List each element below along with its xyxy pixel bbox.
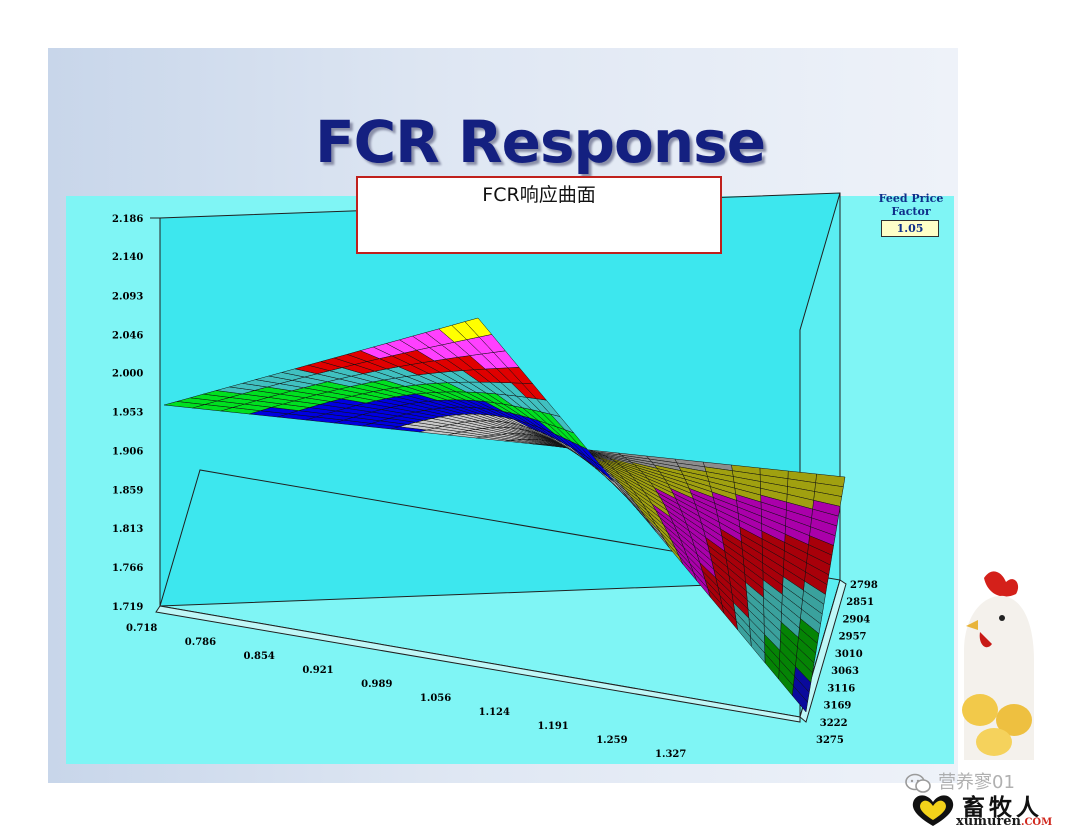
brand-url-host: xumuren xyxy=(956,814,1021,829)
x-tick-label: 1.259 xyxy=(596,735,627,746)
surface-mesh xyxy=(163,317,846,713)
y-tick-label: 3116 xyxy=(827,683,855,694)
surface-cell xyxy=(464,317,493,338)
feed-price-factor-label: Feed Price Factor xyxy=(878,192,944,218)
rooster-chicks-icon xyxy=(962,571,1034,760)
z-tick-label: 2.093 xyxy=(112,291,143,302)
brand-url-domain: .COM xyxy=(1020,817,1053,828)
z-tick-label: 1.766 xyxy=(112,563,143,574)
brand-url: xumuren.COM xyxy=(956,814,1052,829)
z-tick-label: 2.046 xyxy=(112,330,143,341)
slide-title: FCR Response xyxy=(314,108,766,176)
caption-text: FCR响应曲面 xyxy=(482,184,596,206)
z-tick-label: 1.813 xyxy=(112,524,143,535)
y-tick-label: 3063 xyxy=(831,666,859,677)
y-tick-label: 2904 xyxy=(842,614,870,625)
floor-side-edge xyxy=(799,579,847,723)
rooster-wattle xyxy=(979,632,992,648)
heart-logo-icon xyxy=(912,795,954,826)
rooster-comb xyxy=(984,571,1019,597)
x-tick-label: 0.989 xyxy=(361,679,392,690)
z-tick-label: 2.000 xyxy=(112,369,143,380)
chick-3 xyxy=(976,728,1012,756)
x-tick-label: 1.191 xyxy=(537,721,568,732)
y-tick-label: 3169 xyxy=(824,701,852,712)
x-tick-label: 0.718 xyxy=(126,623,157,634)
rooster-eye xyxy=(999,615,1005,621)
x-tick-label: 1.056 xyxy=(420,693,451,704)
brand-name: 畜牧人 xyxy=(962,794,1043,821)
z-tick-label: 2.140 xyxy=(112,252,143,263)
y-tick-label: 3222 xyxy=(820,718,848,729)
wechat-watermark-text: 营养寥01 xyxy=(938,772,1015,793)
y-tick-label: 3275 xyxy=(816,735,844,746)
z-axis-tick-labels: 2.186 2.140 2.093 2.046 2.000 1.953 1.906 1.859… xyxy=(112,214,143,613)
x-tick-label: 0.921 xyxy=(302,665,333,676)
chick-2 xyxy=(996,704,1032,736)
floor-front-edge xyxy=(155,605,801,723)
x-tick-label: 0.854 xyxy=(244,651,275,662)
y-tick-label: 2851 xyxy=(846,597,874,608)
y-tick-label: 3010 xyxy=(835,649,863,660)
z-tick-label: 1.953 xyxy=(112,408,143,419)
z-tick-label: 2.186 xyxy=(112,214,143,225)
caption-box: FCR响应曲面 xyxy=(356,176,722,254)
z-tick-label: 1.906 xyxy=(112,447,143,458)
y-axis-tick-labels: 2798 2851 2904 2957 3010 3063 3116 3169 3222 3275 xyxy=(816,580,878,746)
wechat-icon xyxy=(905,773,931,793)
feed-price-factor-input[interactable]: 1.05 xyxy=(881,220,939,237)
y-tick-label: 2798 xyxy=(850,580,878,591)
x-tick-label: 1.124 xyxy=(479,707,510,718)
z-tick-label: 1.719 xyxy=(112,602,143,613)
y-tick-label: 2957 xyxy=(839,632,867,643)
x-tick-label: 1.327 xyxy=(655,749,686,760)
rooster-beak xyxy=(966,620,978,630)
chick-1 xyxy=(962,694,998,726)
z-tick-label: 1.859 xyxy=(112,486,143,497)
x-tick-label: 0.786 xyxy=(185,637,216,648)
x-axis-tick-labels: 0.718 0.786 0.854 0.921 0.989 1.056 1.124 1.191… xyxy=(126,623,686,760)
